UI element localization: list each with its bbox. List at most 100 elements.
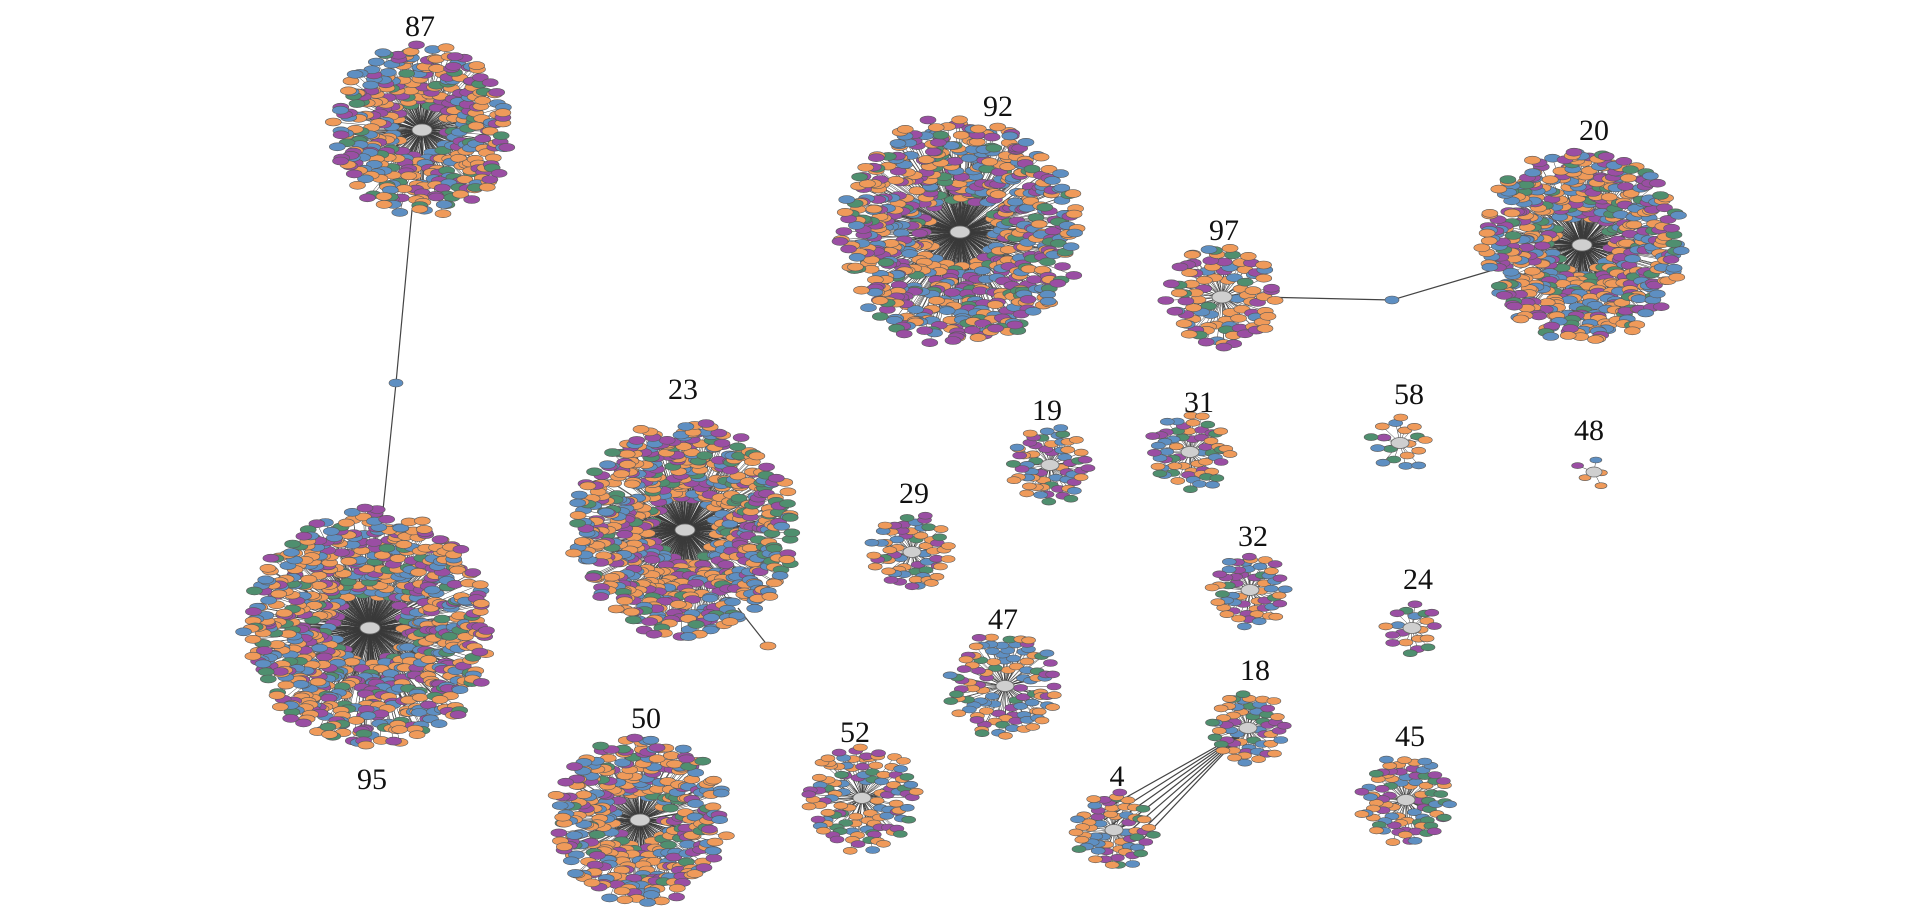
graph-node — [746, 604, 764, 613]
cluster-95 — [235, 503, 495, 750]
graph-node — [1665, 239, 1682, 248]
graph-node — [1236, 277, 1254, 287]
cluster-87-hub-node — [411, 123, 433, 137]
graph-node — [445, 62, 462, 71]
link-edge — [381, 382, 397, 521]
graph-node — [1652, 191, 1669, 200]
graph-node — [1565, 147, 1583, 157]
graph-node — [1624, 326, 1641, 336]
graph-node — [586, 467, 603, 477]
graph-node — [1066, 228, 1083, 238]
graph-node — [1157, 296, 1175, 305]
graph-node — [989, 190, 1007, 199]
graph-node — [1491, 281, 1508, 291]
graph-node — [1625, 220, 1643, 229]
graph-node — [632, 424, 650, 434]
graph-node — [428, 64, 446, 73]
graph-node — [604, 448, 621, 457]
graph-node — [960, 153, 978, 163]
graph-node — [1036, 203, 1054, 212]
graph-node — [908, 186, 926, 195]
graph-node — [619, 460, 636, 469]
graph-node — [771, 571, 789, 580]
graph-node — [779, 487, 797, 497]
cluster-20 — [1473, 147, 1690, 344]
graph-node — [613, 469, 630, 479]
graph-node — [887, 176, 905, 185]
graph-node — [1044, 176, 1061, 185]
graph-node — [1496, 291, 1513, 300]
graph-node — [761, 592, 779, 601]
graph-node — [490, 169, 508, 178]
graph-node — [474, 134, 492, 143]
graph-node — [1649, 289, 1666, 299]
graph-node — [428, 192, 445, 202]
graph-node — [391, 208, 409, 217]
graph-node — [607, 604, 625, 614]
graph-node — [1649, 178, 1666, 188]
graph-node — [1256, 324, 1274, 333]
link-edge — [395, 209, 413, 384]
graph-node — [574, 537, 591, 546]
graph-node — [1524, 155, 1541, 165]
graph-node — [579, 481, 597, 491]
graph-node — [679, 632, 697, 641]
graph-node — [865, 204, 883, 214]
link-edge — [1139, 729, 1247, 843]
graph-node — [1530, 311, 1548, 321]
graph-node — [616, 596, 634, 606]
graph-node — [1230, 313, 1247, 323]
graph-node — [1542, 332, 1560, 341]
graph-node — [851, 172, 868, 182]
cluster-20-hub-node — [1571, 238, 1593, 252]
connector-node — [1384, 295, 1400, 305]
graph-node — [1615, 157, 1633, 166]
graph-node — [987, 323, 1004, 333]
graph-node — [1175, 319, 1193, 328]
graph-node — [677, 422, 695, 431]
graph-node — [1163, 279, 1180, 289]
graph-node — [435, 200, 453, 209]
graph-node — [767, 473, 785, 483]
graph-node — [724, 597, 741, 607]
graph-node — [857, 163, 875, 172]
graph-node — [836, 208, 854, 217]
graph-node — [1503, 208, 1521, 218]
graph-node — [599, 460, 616, 470]
graph-node — [456, 175, 474, 184]
graph-node — [616, 530, 634, 539]
cluster-23 — [565, 419, 801, 641]
graph-node — [1054, 262, 1071, 271]
graph-node — [332, 130, 350, 140]
graph-node — [498, 143, 516, 152]
graph-node — [877, 258, 895, 267]
graph-node — [1065, 271, 1083, 280]
graph-node — [1180, 329, 1198, 339]
graph-node — [481, 78, 499, 87]
graph-node — [332, 105, 349, 115]
graph-node — [1255, 260, 1272, 270]
graph-node — [1065, 209, 1083, 219]
link-87-95 — [381, 209, 413, 521]
graph-node — [1259, 311, 1277, 321]
cluster-92 — [831, 115, 1086, 348]
graph-node — [1240, 251, 1257, 261]
graph-node — [1052, 169, 1069, 178]
graph-node — [618, 449, 636, 459]
graph-node — [446, 52, 464, 61]
graph-node — [1512, 314, 1530, 324]
graph-node — [853, 285, 870, 295]
link-edge — [1391, 267, 1501, 301]
graph-node — [860, 303, 877, 313]
graph-node — [697, 419, 715, 428]
graph-node — [917, 155, 935, 164]
graph-node — [951, 115, 968, 125]
graph-node — [1049, 278, 1067, 288]
graph-node — [359, 193, 376, 203]
graph-node — [911, 229, 928, 238]
graph-node — [721, 617, 739, 627]
graph-node — [1039, 296, 1057, 306]
graph-node — [1473, 243, 1491, 253]
graph-node — [1263, 283, 1280, 293]
graph-node — [1597, 152, 1615, 161]
